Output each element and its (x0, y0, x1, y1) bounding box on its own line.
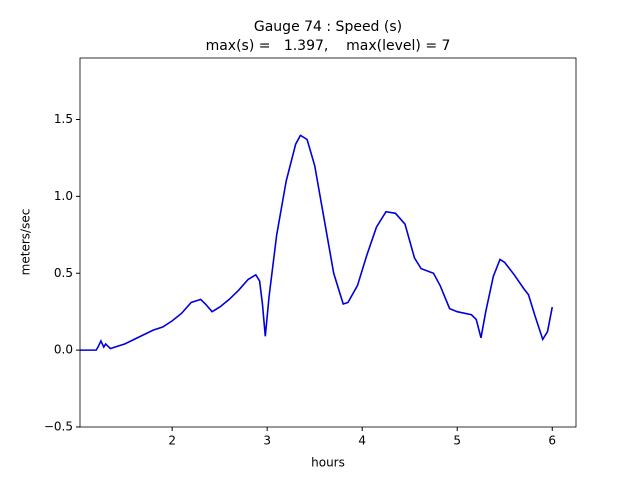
chart-subtitle: max(s) = 1.397, max(level) = 7 (206, 38, 451, 54)
x-tick-label: 6 (548, 434, 556, 448)
x-tick-label: 3 (263, 434, 271, 448)
x-tick-label: 4 (358, 434, 366, 448)
y-tick-label: −0.5 (44, 420, 73, 434)
y-axis-label: meters/sec (19, 209, 33, 276)
x-tick-label: 2 (168, 434, 176, 448)
chart-title: Gauge 74 : Speed (s) (254, 19, 402, 35)
y-tick-label: 0.0 (54, 343, 73, 357)
y-tick-label: 1.0 (54, 189, 73, 203)
y-tick-label: 0.5 (54, 266, 73, 280)
plot-frame (79, 57, 577, 428)
y-tick-label: 1.5 (54, 112, 73, 126)
data-line (80, 134, 554, 351)
x-axis-label: hours (311, 456, 345, 470)
x-tick-label: 5 (453, 434, 461, 448)
